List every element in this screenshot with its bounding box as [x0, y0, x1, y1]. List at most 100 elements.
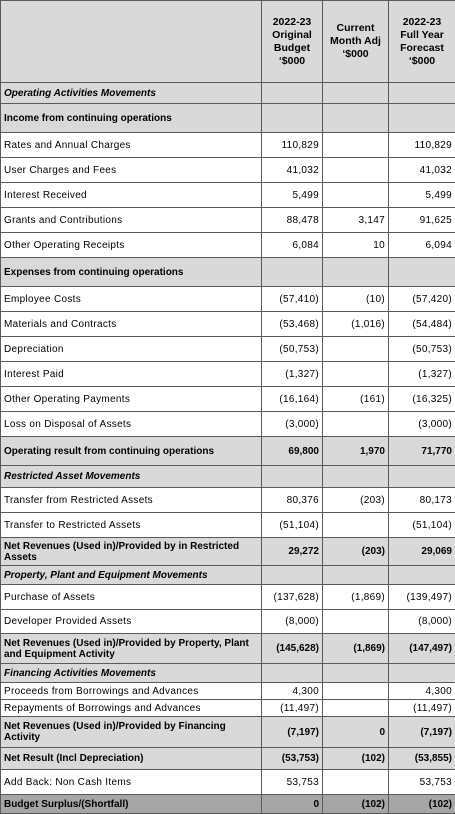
table-row: Other Operating Receipts 6,084 10 6,094 — [0, 232, 455, 258]
value-cell: 80,376 — [261, 487, 323, 513]
table-row: User Charges and Fees 41,032 41,032 — [0, 157, 455, 183]
header-cell: 2022-23 Original Budget ‘$000 — [261, 0, 323, 83]
value-cell — [322, 769, 389, 795]
table-row: Employee Costs (57,410) (10) (57,420) — [0, 286, 455, 312]
value-cell: (57,410) — [261, 286, 323, 312]
table-row: Net Revenues (Used in)/Provided by in Re… — [0, 537, 455, 566]
value-cell — [322, 699, 389, 717]
row-label: Net Revenues (Used in)/Provided by in Re… — [0, 537, 262, 566]
table-body: Operating Activities Movements Income fro… — [0, 82, 455, 814]
value-cell: 10 — [322, 232, 389, 258]
value-cell: (53,468) — [261, 311, 323, 337]
value-cell: (139,497) — [388, 584, 455, 610]
value-cell: 0 — [261, 794, 323, 814]
row-label: Other Operating Payments — [0, 386, 262, 412]
row-label: Add Back: Non Cash Items — [0, 769, 262, 795]
value-cell: 110,829 — [261, 132, 323, 158]
value-cell: 41,032 — [261, 157, 323, 183]
row-label: Employee Costs — [0, 286, 262, 312]
value-cell: 4,300 — [261, 682, 323, 700]
row-label: Operating result from continuing operati… — [0, 436, 262, 466]
value-cell: 5,499 — [261, 182, 323, 208]
value-cell — [261, 663, 323, 683]
row-label: Net Result (Incl Depreciation) — [0, 747, 262, 770]
value-cell: 6,094 — [388, 232, 455, 258]
value-cell — [322, 132, 389, 158]
table-row: Add Back: Non Cash Items 53,753 53,753 — [0, 769, 455, 795]
value-cell — [388, 82, 455, 104]
table-row: Developer Provided Assets (8,000) (8,000) — [0, 609, 455, 634]
value-cell: (50,753) — [388, 336, 455, 362]
value-cell: 71,770 — [388, 436, 455, 466]
value-cell: 3,147 — [322, 207, 389, 233]
value-cell: 4,300 — [388, 682, 455, 700]
table-row: Expenses from continuing operations — [0, 257, 455, 287]
value-cell — [388, 465, 455, 488]
value-cell: 53,753 — [261, 769, 323, 795]
row-label: Operating Activities Movements — [0, 82, 262, 104]
value-cell — [388, 663, 455, 683]
value-cell — [322, 565, 389, 585]
value-cell: 88,478 — [261, 207, 323, 233]
header-cell: 2022-23 Full Year Forecast ‘$000 — [388, 0, 455, 83]
value-cell — [388, 565, 455, 585]
row-label: Net Revenues (Used in)/Provided by Prope… — [0, 633, 262, 664]
table-row: Operating result from continuing operati… — [0, 436, 455, 466]
value-cell — [261, 103, 323, 133]
row-label: Net Revenues (Used in)/Provided by Finan… — [0, 716, 262, 748]
value-cell: (54,484) — [388, 311, 455, 337]
table-row: Net Result (Incl Depreciation) (53,753) (1… — [0, 747, 455, 770]
value-cell — [261, 257, 323, 287]
value-cell: 29,272 — [261, 537, 323, 566]
row-label: Other Operating Receipts — [0, 232, 262, 258]
row-label: Loss on Disposal of Assets — [0, 411, 262, 437]
value-cell: (1,869) — [322, 633, 389, 664]
header-cell: Current Month Adj ‘$000 — [322, 0, 389, 83]
row-label: Interest Paid — [0, 361, 262, 387]
value-cell: (11,497) — [261, 699, 323, 717]
value-cell — [322, 257, 389, 287]
value-cell — [322, 512, 389, 538]
table-row: Property, Plant and Equipment Movements — [0, 565, 455, 585]
table-row: Income from continuing operations — [0, 103, 455, 133]
value-cell — [261, 565, 323, 585]
table-row: Depreciation (50,753) (50,753) — [0, 336, 455, 362]
value-cell: (57,420) — [388, 286, 455, 312]
value-cell: 53,753 — [388, 769, 455, 795]
value-cell: (147,497) — [388, 633, 455, 664]
value-cell — [322, 465, 389, 488]
value-cell: (1,327) — [388, 361, 455, 387]
table-row: Net Revenues (Used in)/Provided by Prope… — [0, 633, 455, 664]
value-cell — [322, 609, 389, 634]
value-cell: 41,032 — [388, 157, 455, 183]
row-label: Materials and Contracts — [0, 311, 262, 337]
value-cell: 80,173 — [388, 487, 455, 513]
row-label: Financing Activities Movements — [0, 663, 262, 683]
value-cell — [261, 465, 323, 488]
value-cell: (102) — [388, 794, 455, 814]
value-cell — [322, 336, 389, 362]
value-cell: (3,000) — [261, 411, 323, 437]
value-cell: (145,628) — [261, 633, 323, 664]
value-cell: 29,069 — [388, 537, 455, 566]
row-label: Grants and Contributions — [0, 207, 262, 233]
table-row: Transfer to Restricted Assets (51,104) (51… — [0, 512, 455, 538]
row-label: Interest Received — [0, 182, 262, 208]
value-cell: (11,497) — [388, 699, 455, 717]
value-cell — [322, 682, 389, 700]
row-label: Transfer from Restricted Assets — [0, 487, 262, 513]
table-row: Materials and Contracts (53,468) (1,016) (5… — [0, 311, 455, 337]
value-cell: (161) — [322, 386, 389, 412]
table-row: Transfer from Restricted Assets 80,376 (20… — [0, 487, 455, 513]
row-label: User Charges and Fees — [0, 157, 262, 183]
value-cell: (1,016) — [322, 311, 389, 337]
value-cell: (10) — [322, 286, 389, 312]
value-cell — [322, 157, 389, 183]
value-cell: (3,000) — [388, 411, 455, 437]
row-label: Income from continuing operations — [0, 103, 262, 133]
table-row: Budget Surplus/(Shortfall) 0 (102) (102) — [0, 794, 455, 814]
value-cell — [322, 82, 389, 104]
value-cell — [322, 663, 389, 683]
value-cell: 6,084 — [261, 232, 323, 258]
